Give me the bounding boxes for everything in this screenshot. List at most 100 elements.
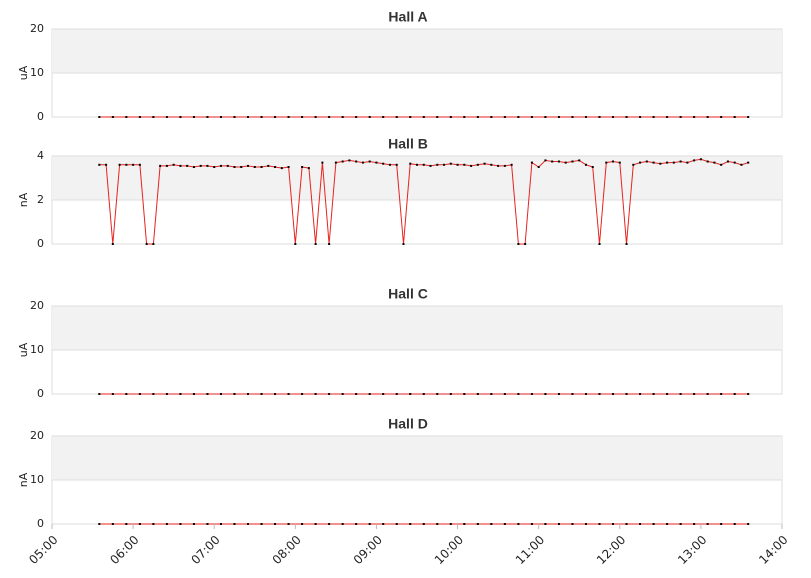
data-point — [564, 161, 567, 164]
data-point — [666, 393, 669, 395]
data-point — [659, 162, 662, 165]
data-point — [409, 393, 412, 395]
data-point — [287, 523, 290, 525]
x-tick-label: 12:00 — [594, 533, 628, 567]
data-point — [706, 116, 709, 118]
data-point — [625, 116, 628, 118]
data-point — [287, 166, 290, 168]
chart-title: Hall D — [388, 416, 428, 432]
data-point — [409, 162, 412, 165]
y-axis-label: nA — [17, 192, 30, 207]
data-point — [388, 163, 391, 166]
data-point — [699, 158, 702, 161]
data-point — [436, 163, 439, 166]
data-point — [470, 164, 473, 167]
data-point — [301, 523, 304, 525]
data-point — [544, 116, 547, 118]
data-point — [105, 163, 108, 166]
data-point — [416, 163, 418, 166]
data-point — [598, 523, 601, 525]
data-point — [713, 161, 716, 164]
data-point — [652, 393, 655, 395]
data-point — [274, 116, 277, 118]
data-point — [720, 393, 723, 395]
data-point — [341, 116, 344, 118]
data-point — [679, 393, 682, 395]
data-point — [720, 116, 723, 118]
data-point — [395, 393, 398, 395]
data-point — [625, 243, 628, 245]
data-point — [422, 116, 425, 118]
data-point — [598, 243, 601, 245]
y-axis-label: nA — [17, 472, 30, 487]
band — [52, 436, 782, 480]
data-point — [172, 163, 175, 166]
data-point — [233, 116, 236, 118]
data-point — [361, 161, 364, 164]
data-point — [233, 166, 236, 168]
data-point — [503, 116, 506, 118]
data-point — [192, 166, 195, 168]
data-point — [125, 393, 128, 395]
y-tick-label: 20 — [30, 299, 44, 312]
data-point — [334, 161, 337, 164]
data-point — [443, 163, 446, 166]
data-point — [307, 167, 310, 170]
chart-title: Hall C — [388, 286, 428, 302]
data-point — [530, 116, 533, 118]
data-point — [165, 164, 168, 167]
data-point — [152, 243, 155, 245]
chart-title: Hall A — [388, 9, 427, 25]
data-point — [368, 116, 371, 118]
data-point — [395, 523, 398, 525]
data-point — [179, 116, 182, 118]
data-point — [530, 161, 533, 164]
data-point — [693, 393, 696, 395]
data-point — [612, 523, 615, 525]
data-point — [98, 393, 101, 395]
data-point — [747, 523, 750, 525]
data-point — [429, 164, 432, 167]
data-point — [639, 116, 642, 118]
data-point — [132, 163, 135, 166]
data-point — [199, 164, 202, 167]
data-point — [152, 523, 155, 525]
data-point — [740, 163, 743, 166]
data-point — [186, 164, 189, 167]
data-point — [314, 243, 317, 245]
x-tick-label: 06:00 — [107, 533, 141, 567]
data-point — [679, 116, 682, 118]
data-point — [693, 159, 696, 162]
data-point — [422, 523, 425, 525]
data-point — [192, 523, 195, 525]
data-point — [233, 523, 236, 525]
y-tick-label: 4 — [37, 149, 44, 162]
data-point — [503, 164, 506, 167]
data-point — [449, 162, 452, 165]
y-tick-label: 10 — [30, 473, 44, 486]
data-point — [720, 523, 723, 525]
data-point — [463, 393, 466, 395]
data-point — [693, 116, 696, 118]
data-point — [652, 161, 655, 164]
data-point — [118, 163, 121, 166]
data-point — [219, 116, 222, 118]
data-point — [260, 116, 263, 118]
data-point — [233, 393, 236, 395]
data-point — [530, 393, 533, 395]
data-point — [517, 116, 520, 118]
data-point — [138, 523, 141, 525]
x-tick-label: 08:00 — [270, 533, 304, 567]
data-point — [314, 523, 317, 525]
data-point — [247, 116, 250, 118]
data-point — [409, 523, 412, 525]
data-point — [395, 116, 398, 118]
data-point — [625, 523, 628, 525]
data-point — [584, 163, 587, 166]
data-point — [314, 393, 317, 395]
data-point — [395, 163, 398, 166]
data-point — [368, 523, 371, 525]
data-point — [557, 393, 560, 395]
data-point — [517, 393, 520, 395]
